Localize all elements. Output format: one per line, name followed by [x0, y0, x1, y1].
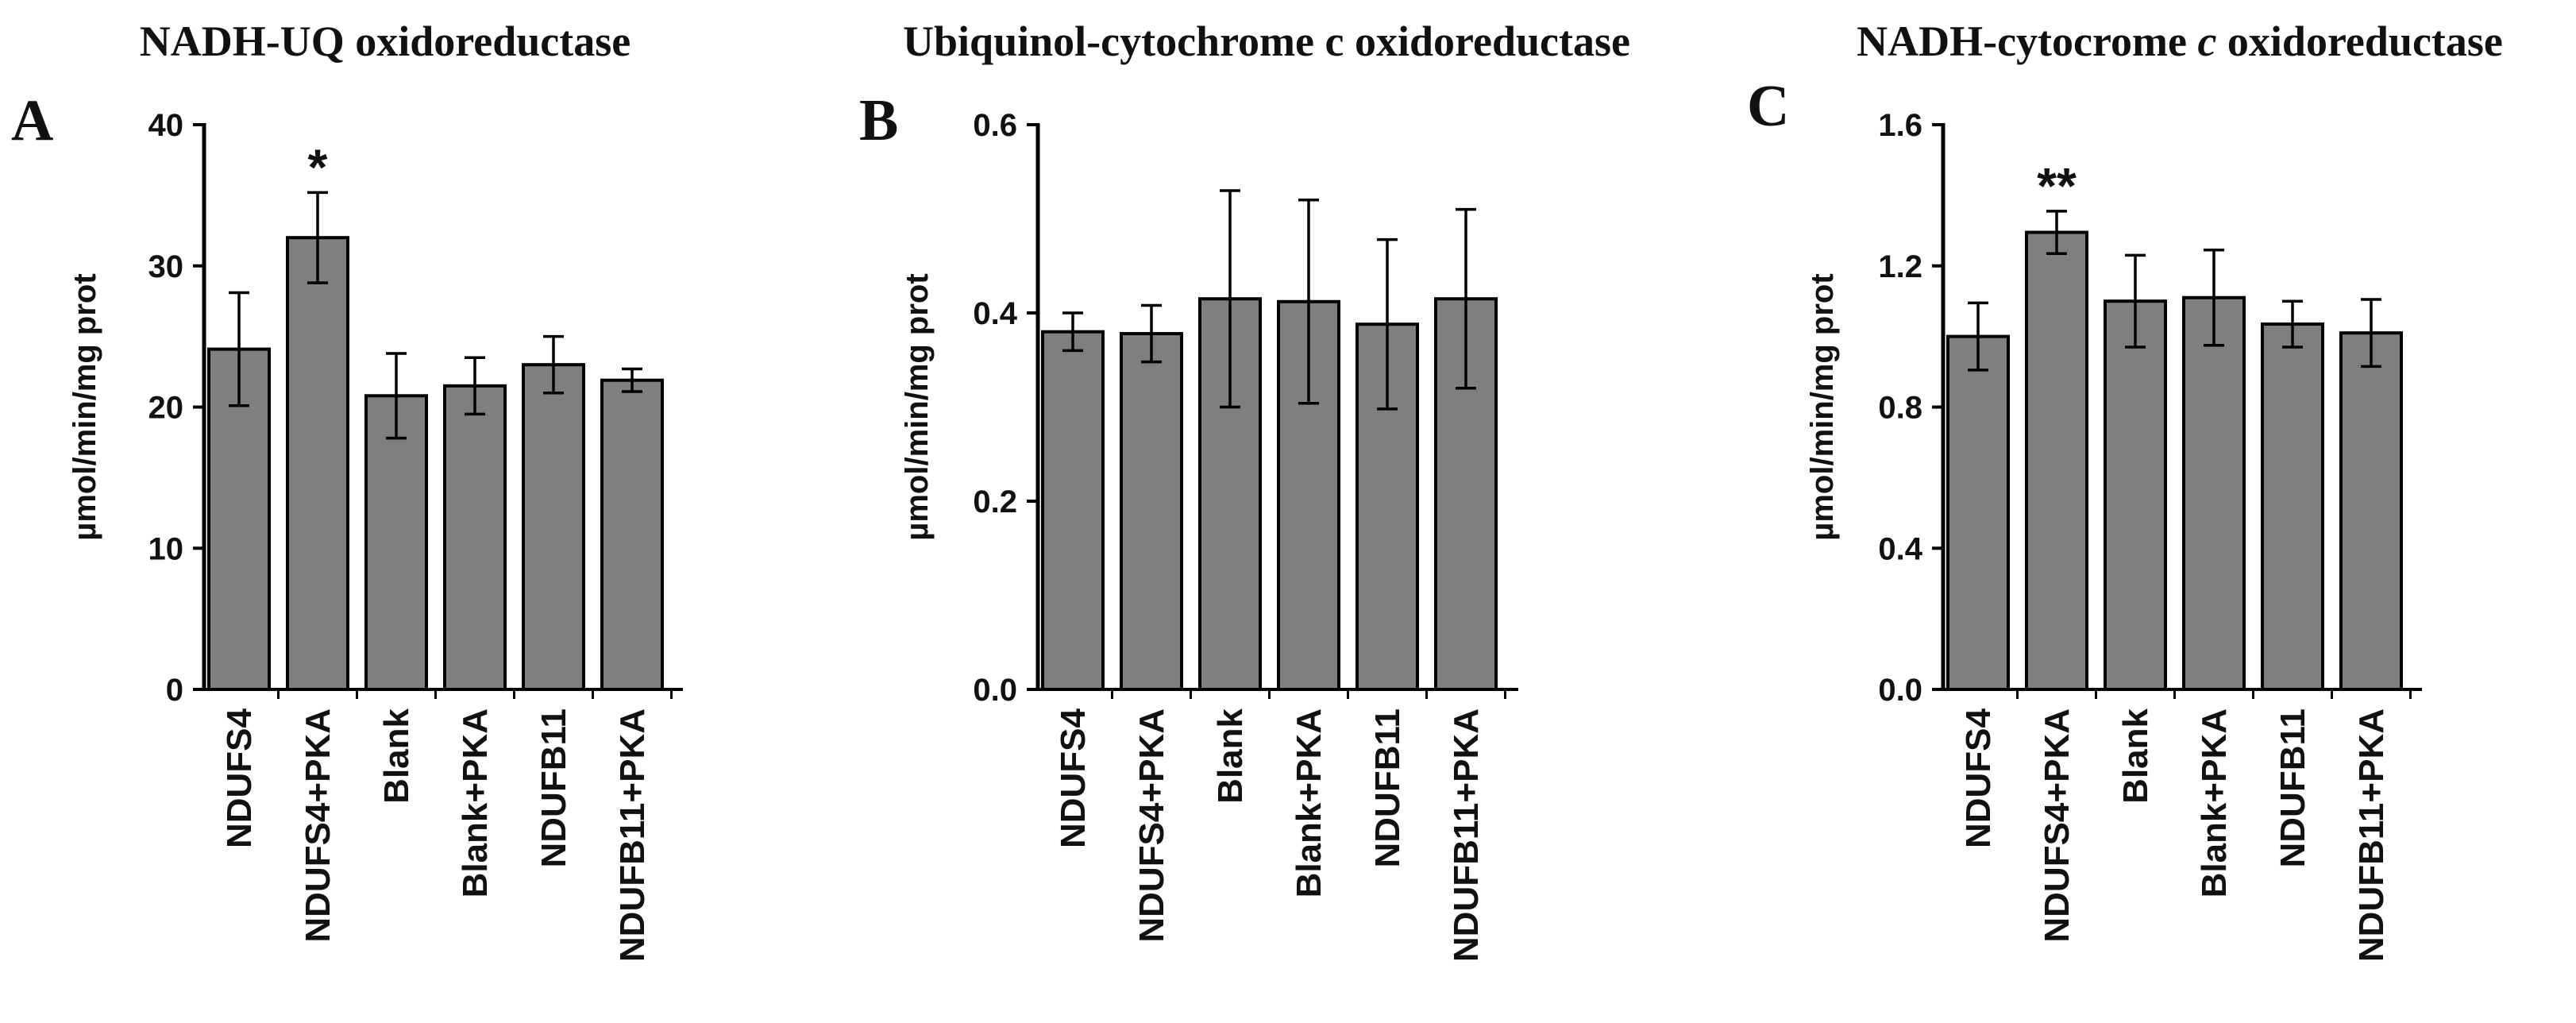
bar — [1120, 332, 1183, 691]
category-label: Blank — [1211, 708, 1250, 803]
y-axis-label: µmol/min/mg prot — [67, 273, 102, 540]
panel-title-part: oxidoreductase — [2216, 17, 2503, 65]
bar — [1946, 334, 2010, 691]
category-label: NDUFS4+PKA — [299, 708, 337, 943]
y-axis-label: µmol/min/mg prot — [1805, 273, 1840, 540]
panel-title-part: NADH-cytocrome — [1857, 17, 2197, 65]
category-label: NDUFS4 — [1959, 708, 1998, 848]
bar — [522, 363, 585, 691]
panel-title: Ubiquinol-cytochrome c oxidoreductase — [903, 17, 1630, 65]
bar — [286, 236, 349, 691]
y-tick-label: 0.8 — [1878, 391, 1922, 426]
y-tick-label: 0.6 — [973, 108, 1017, 143]
category-label: Blank — [2116, 708, 2155, 803]
category-label: NDUFS4+PKA — [1132, 708, 1171, 943]
y-tick-label: 0 — [166, 673, 183, 708]
significance-marker: ** — [2037, 157, 2077, 214]
category-label: NDUFB11 — [1368, 708, 1407, 868]
category-label: Blank+PKA — [1290, 708, 1328, 898]
bar — [443, 384, 507, 691]
category-label: NDUFB11+PKA — [2352, 708, 2391, 962]
bar — [2182, 295, 2246, 691]
bar — [600, 378, 664, 691]
y-tick-label: 20 — [148, 391, 184, 426]
bar — [2261, 322, 2324, 691]
significance-marker: * — [308, 138, 328, 195]
bar — [2339, 331, 2403, 691]
category-label: NDUFB11 — [534, 708, 573, 868]
chart-panel-c: NADH-cytocrome c oxidoreductase Cµmol/min… — [1747, 17, 2503, 962]
category-label: NDUFS4+PKA — [2038, 708, 2077, 943]
y-tick-label: 0.2 — [973, 484, 1017, 519]
panel-title: NADH-UQ oxidoreductase — [140, 17, 631, 65]
category-label: Blank+PKA — [2195, 708, 2234, 898]
y-tick-label: 0.0 — [1878, 673, 1922, 708]
panel-title-part: NADH-UQ oxidoreductase — [140, 17, 631, 65]
category-label: NDUFB11+PKA — [613, 708, 652, 962]
category-label: NDUFB11+PKA — [1447, 708, 1486, 962]
y-tick-label: 1.6 — [1878, 108, 1922, 143]
panel-title-part: c — [2197, 17, 2216, 65]
y-axis-label: µmol/min/mg prot — [900, 273, 935, 540]
category-label: NDUFS4 — [220, 708, 259, 848]
bar — [2104, 299, 2167, 691]
category-label: NDUFB11 — [2273, 708, 2312, 868]
bar — [364, 394, 428, 691]
panel-letter: C — [1747, 74, 1789, 139]
y-tick-label: 1.2 — [1878, 249, 1922, 284]
category-label: Blank+PKA — [456, 708, 495, 898]
bar — [2025, 230, 2088, 691]
bar — [1041, 330, 1105, 691]
y-tick-label: 0.4 — [1878, 531, 1922, 566]
y-tick-label: 0.4 — [973, 296, 1017, 331]
panel-title: NADH-cytocrome c oxidoreductase — [1857, 17, 2503, 65]
panel-letter: A — [11, 88, 53, 153]
category-label: Blank — [377, 708, 416, 803]
chart-panel-b: Ubiquinol-cytochrome c oxidoreductaseBµm… — [859, 17, 1630, 962]
panel-letter: B — [859, 88, 898, 153]
y-tick-label: 40 — [148, 108, 184, 143]
y-tick-label: 30 — [148, 249, 184, 284]
panel-title-part: Ubiquinol-cytochrome c oxidoreductase — [903, 17, 1630, 65]
y-tick-label: 0.0 — [973, 673, 1017, 708]
y-tick-label: 10 — [148, 531, 184, 566]
category-label: NDUFS4 — [1054, 708, 1093, 848]
